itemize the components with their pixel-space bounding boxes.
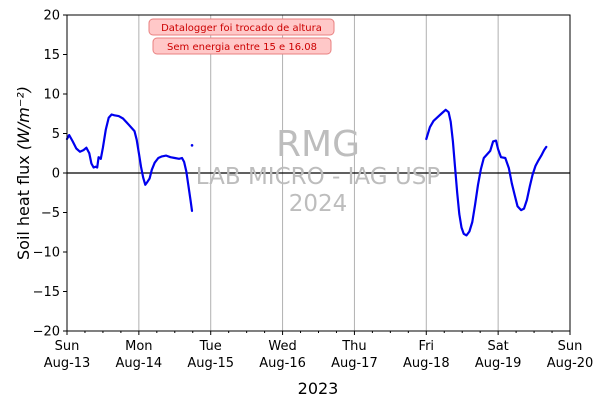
x-tick-label-day-1: Mon	[125, 339, 152, 354]
x-tick-label-day-3: Wed	[268, 339, 296, 354]
annotation-1: Datalogger foi trocado de altura	[148, 18, 335, 36]
watermark-line3: 2024	[289, 191, 348, 217]
x-tick-label-day-4: Thu	[341, 339, 366, 354]
series-segment-0-0	[65, 113, 194, 212]
annotation-1-box	[148, 18, 335, 36]
y-tick-label: 0	[52, 167, 60, 182]
y-tick-label: 20	[43, 9, 60, 24]
y-axis-label: Soil heat flux (W/m⁻²)	[14, 86, 33, 260]
x-tick-label-day-2: Tue	[199, 339, 222, 354]
watermark-line2: LAB MICRO - IAG USP	[196, 164, 441, 190]
y-tick-label: −20	[33, 325, 60, 340]
y-axis-ticks: −20 −15 −10 −5 0 5 10 15 20	[33, 9, 67, 340]
x-tick-label-date-5: Aug-18	[403, 356, 450, 371]
y-axis-label-unit: (W/m⁻²)	[14, 86, 33, 150]
x-tick-label-date-1: Aug-14	[116, 356, 163, 371]
x-tick-label-date-6: Aug-19	[475, 356, 522, 371]
y-tick-label: −5	[41, 206, 60, 221]
y-tick-label: 5	[52, 127, 60, 142]
series-layer	[65, 108, 548, 237]
x-axis-label: 2023	[298, 379, 339, 398]
x-tick-label-day-0: Sun	[55, 339, 80, 354]
y-tick-label: 15	[43, 48, 60, 63]
x-tick-label-day-5: Fri	[419, 339, 435, 354]
y-axis-label-name: Soil heat flux	[14, 155, 33, 260]
y-tick-label: −10	[33, 246, 60, 261]
x-tick-label-date-4: Aug-17	[331, 356, 378, 371]
x-tick-label-date-0: Aug-13	[44, 356, 91, 371]
annotation-2-box	[152, 37, 332, 55]
series-point-0-1	[190, 144, 194, 147]
x-tick-label-date-3: Aug-16	[259, 356, 306, 371]
x-axis-ticks: Sun Aug-13 Mon Aug-14 Tue Aug-15 Wed Aug-16 Thu A…	[44, 331, 594, 371]
x-tick-label-day-6: Sat	[487, 339, 508, 354]
series-segment-0-2	[425, 108, 548, 237]
annotation-2-text: Sem energia entre 15 e 16.08	[167, 42, 317, 53]
x-tick-label-day-7: Sun	[558, 339, 583, 354]
watermark-line1: RMG	[276, 124, 360, 165]
x-tick-label-date-2: Aug-15	[187, 356, 234, 371]
annotation-1-text: Datalogger foi trocado de altura	[161, 23, 322, 34]
x-tick-label-date-7: Aug-20	[547, 356, 594, 371]
y-tick-label: 10	[43, 88, 60, 103]
annotation-2: Sem energia entre 15 e 16.08	[152, 37, 332, 55]
y-tick-label: −15	[33, 285, 60, 300]
watermark: RMG LAB MICRO - IAG USP 2024	[196, 124, 441, 217]
